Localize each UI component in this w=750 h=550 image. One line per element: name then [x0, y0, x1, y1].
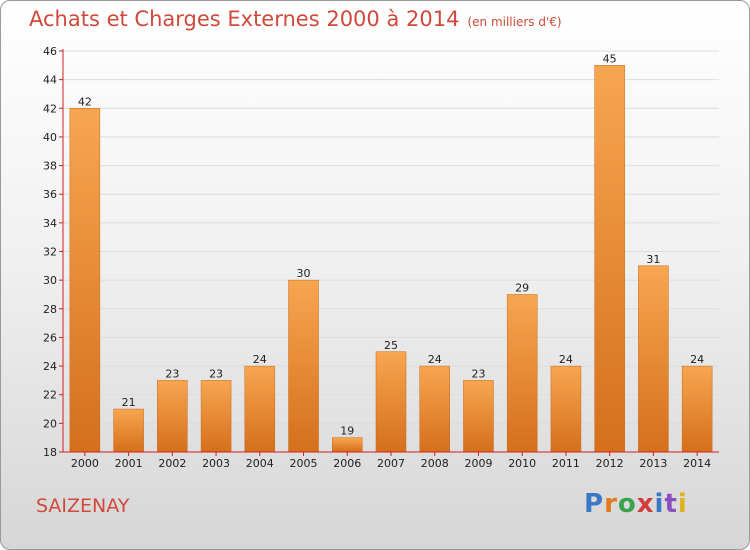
x-tick-label: 2014 — [683, 457, 711, 470]
data-label: 24 — [690, 353, 704, 366]
bar-2007 — [375, 351, 407, 453]
proxiti-logo[interactable]: Proxiti — [584, 489, 688, 519]
logo-letter: r — [604, 489, 618, 519]
bar-2011 — [550, 365, 582, 453]
chart-title: Achats et Charges Externes 2000 à 2014 (e… — [29, 7, 562, 31]
data-label: 21 — [122, 396, 136, 409]
y-tick-label: 40 — [43, 131, 57, 144]
data-label: 24 — [428, 353, 442, 366]
axis-layer — [59, 49, 719, 456]
bar-2006 — [332, 437, 363, 453]
label-layer: 18 20 22 24 26 28 30 32 34 36 38 40 42 44 46 2000 42 2001… — [43, 45, 711, 470]
data-label: 19 — [340, 425, 354, 438]
logo-letter: x — [636, 489, 655, 519]
y-tick-label: 34 — [43, 217, 57, 230]
x-tick-label: 2005 — [290, 457, 318, 470]
x-tick-label: 2013 — [639, 457, 667, 470]
bar-2013 — [638, 265, 669, 453]
bar-2005 — [288, 279, 319, 453]
logo-letter: i — [654, 489, 665, 519]
x-tick-label: 2003 — [202, 457, 230, 470]
logo-letter: o — [617, 489, 637, 519]
data-label: 23 — [165, 367, 179, 380]
y-tick-label: 44 — [43, 74, 57, 87]
x-tick-label: 2000 — [71, 457, 99, 470]
y-tick-label: 36 — [43, 188, 57, 201]
city-name: SAIZENAY — [36, 495, 130, 517]
bar-layer — [69, 65, 713, 453]
bar-2014 — [681, 365, 713, 453]
bar-2012 — [594, 65, 625, 453]
bar-2001 — [113, 408, 144, 453]
chart-subtitle: (en milliers d'€) — [467, 15, 562, 29]
data-label: 23 — [471, 367, 485, 380]
x-tick-label: 2002 — [158, 457, 186, 470]
y-tick-label: 26 — [43, 331, 57, 344]
y-tick-label: 42 — [43, 102, 57, 115]
y-tick-label: 18 — [43, 446, 57, 459]
y-tick-label: 24 — [43, 360, 57, 373]
bar-2003 — [200, 380, 232, 453]
y-tick-label: 32 — [43, 246, 57, 259]
data-label: 25 — [384, 339, 398, 352]
logo-letter: P — [584, 489, 605, 519]
y-tick-label: 46 — [43, 45, 57, 58]
x-tick-label: 2011 — [552, 457, 580, 470]
y-tick-label: 22 — [43, 389, 57, 402]
y-tick-label: 38 — [43, 160, 57, 173]
bar-2010 — [506, 294, 538, 453]
x-tick-label: 2008 — [421, 457, 449, 470]
title-text: Achats et Charges Externes 2000 à 2014 — [29, 7, 460, 31]
data-label: 45 — [603, 52, 617, 65]
bar-2002 — [157, 380, 188, 453]
x-tick-label: 2009 — [464, 457, 492, 470]
logo-letter: i — [677, 489, 688, 519]
x-tick-label: 2010 — [508, 457, 536, 470]
data-label: 23 — [209, 367, 223, 380]
x-tick-label: 2001 — [115, 457, 143, 470]
bar-2009 — [463, 380, 494, 453]
data-label: 24 — [559, 353, 573, 366]
y-tick-label: 20 — [43, 417, 57, 430]
x-tick-label: 2004 — [246, 457, 274, 470]
data-label: 29 — [515, 281, 529, 294]
x-tick-label: 2007 — [377, 457, 405, 470]
y-tick-label: 28 — [43, 303, 57, 316]
data-label: 24 — [253, 353, 267, 366]
y-tick-label: 30 — [43, 274, 57, 287]
data-label: 30 — [297, 267, 311, 280]
bar-2004 — [244, 365, 276, 453]
data-label: 42 — [78, 95, 92, 108]
data-label: 31 — [646, 253, 660, 266]
bar-2000 — [69, 108, 101, 453]
bar-2008 — [419, 365, 450, 453]
x-tick-label: 2012 — [596, 457, 624, 470]
logo-letter: t — [664, 489, 678, 519]
x-tick-label: 2006 — [333, 457, 361, 470]
